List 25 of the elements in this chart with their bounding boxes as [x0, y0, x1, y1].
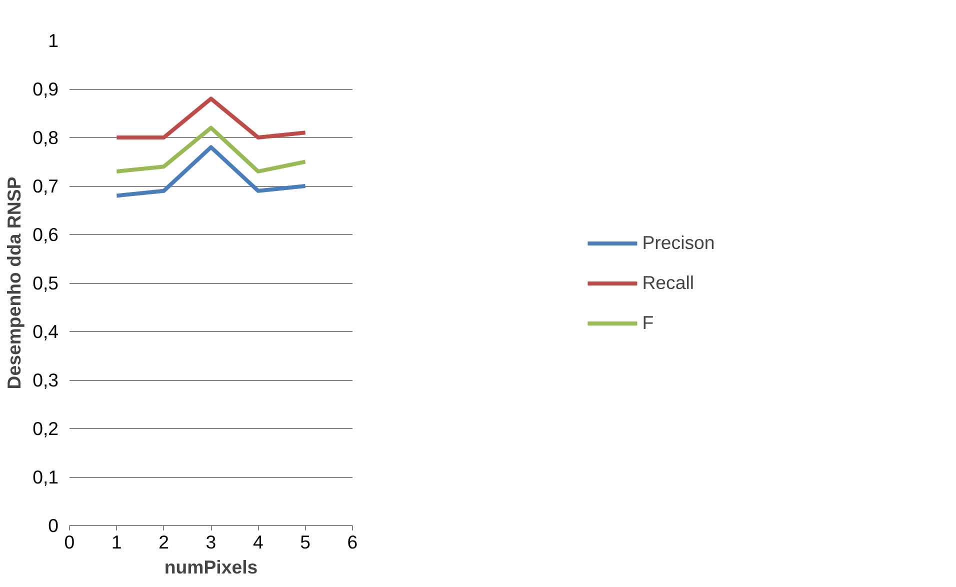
y-tick-label: 0,4 — [32, 321, 59, 342]
y-tick-label: 0,5 — [32, 272, 59, 294]
x-axis-title: numPixels — [164, 556, 258, 578]
y-axis-title: Desempenho dda RNSP — [4, 176, 25, 390]
legend-label: Recall — [642, 272, 694, 294]
y-tick-label: 0,6 — [32, 224, 59, 245]
legend-label: F — [642, 312, 655, 334]
y-tick-label: 0,7 — [32, 176, 59, 196]
x-tick-label: 4 — [252, 532, 264, 552]
y-tick-label: 0 — [48, 515, 59, 536]
legend-label: Precison — [642, 232, 715, 254]
x-tick-label: 1 — [111, 532, 122, 552]
x-tick-label: 0 — [64, 532, 75, 552]
y-tick-label: 0,2 — [32, 418, 59, 439]
x-tick-label: 3 — [206, 532, 216, 552]
y-tick-label: 0,8 — [32, 127, 59, 148]
x-tick-label: 6 — [347, 532, 358, 552]
line-series — [114, 145, 308, 198]
y-tick-label: 0,1 — [32, 466, 59, 488]
y-tick-label: 0,9 — [32, 78, 59, 100]
line-series — [114, 126, 308, 174]
x-tick-label: 2 — [158, 532, 170, 552]
y-tick-label: 1 — [48, 30, 59, 51]
x-tick-label: 5 — [300, 532, 311, 552]
y-tick-label: 0,3 — [32, 370, 59, 390]
